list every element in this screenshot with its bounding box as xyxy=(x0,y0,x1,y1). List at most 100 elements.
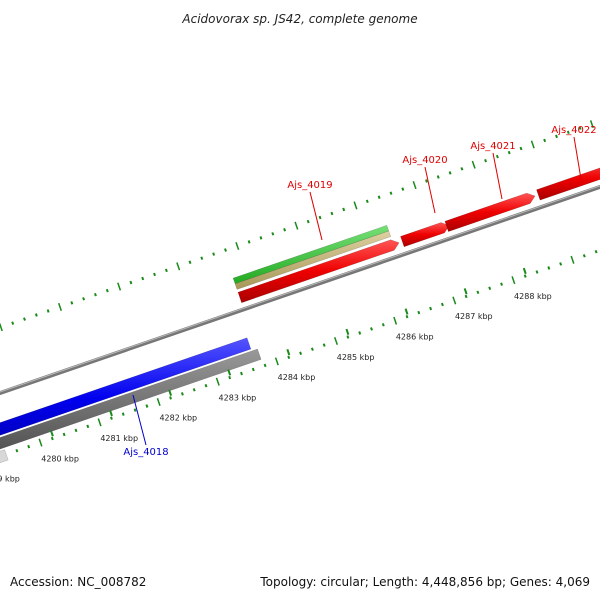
lower-tick xyxy=(333,337,339,346)
upper-tick xyxy=(176,262,181,271)
upper-tick xyxy=(11,321,15,325)
upper-tick xyxy=(389,191,393,195)
upper-tick xyxy=(330,211,334,216)
upper-tick xyxy=(70,301,74,305)
lower-tick xyxy=(559,262,563,266)
lower-tick xyxy=(346,335,350,339)
lower-tick xyxy=(417,310,421,315)
gene-ajs-4021 xyxy=(444,192,536,232)
gene-leader-line xyxy=(132,394,147,446)
lower-tick xyxy=(429,306,433,311)
gene-ajs-4019 xyxy=(237,239,400,304)
gene-leader-line xyxy=(573,136,583,186)
scale-label: 4287 kbp xyxy=(455,312,493,321)
scale-label: 4284 kbp xyxy=(278,373,316,382)
upper-tick xyxy=(578,126,582,130)
gene-leader-line xyxy=(424,166,436,214)
upper-tick xyxy=(495,154,499,159)
lower-tick xyxy=(511,276,516,285)
upper-tick xyxy=(530,140,535,149)
scale-tick xyxy=(286,349,291,356)
backbone-highlight xyxy=(0,185,600,393)
upper-tick xyxy=(82,297,86,301)
upper-tick xyxy=(543,138,547,143)
upper-tick xyxy=(507,150,511,155)
lower-tick xyxy=(204,383,208,388)
lower-tick xyxy=(488,286,492,291)
upper-tick xyxy=(34,313,38,317)
lower-tick xyxy=(38,438,43,447)
upper-tick xyxy=(436,175,440,179)
lower-tick xyxy=(192,388,196,392)
upper-tick xyxy=(57,302,63,311)
scale-label: 4286 kbp xyxy=(396,333,434,342)
lower-tick xyxy=(169,396,172,400)
lower-tick xyxy=(570,255,575,264)
upper-tick xyxy=(247,240,251,244)
lower-tick xyxy=(274,357,279,366)
upper-tick xyxy=(365,199,369,204)
map-title: Acidovorax sp. JS42, complete genome xyxy=(181,12,417,26)
scale-label: 4281 kbp xyxy=(100,434,138,443)
lower-tick xyxy=(86,424,90,429)
upper-tick xyxy=(117,282,122,291)
upper-tick xyxy=(283,227,287,232)
lower-tick xyxy=(358,331,362,335)
lower-tick xyxy=(310,347,314,351)
upper-tick xyxy=(0,323,3,332)
lower-tick xyxy=(393,316,398,325)
gene-label: Ajs_4019 xyxy=(287,180,332,191)
upper-tick xyxy=(589,120,594,129)
lower-tick xyxy=(440,302,444,307)
lower-tick xyxy=(240,371,243,376)
lower-tick xyxy=(62,432,66,437)
upper-tick xyxy=(306,219,310,224)
scale-label: 4288 kbp xyxy=(514,292,552,301)
scale-label: 4280 kbp xyxy=(41,454,79,463)
lower-tick xyxy=(133,408,137,412)
lower-tick xyxy=(251,367,255,372)
accession-label: Accession: NC_008782 xyxy=(10,575,146,589)
lower-tick xyxy=(27,444,31,449)
upper-tick xyxy=(519,146,523,151)
lower-tick xyxy=(452,296,457,305)
lower-tick xyxy=(582,254,586,258)
gene-leader-line xyxy=(492,152,503,200)
lower-tick xyxy=(381,323,385,327)
gray-feature xyxy=(0,348,262,450)
lower-tick xyxy=(322,343,326,347)
gene-ajs-4018 xyxy=(0,337,252,436)
upper-tick xyxy=(471,160,476,169)
gene-ajs-4020 xyxy=(400,222,450,248)
upper-tick xyxy=(294,221,299,230)
lower-tick xyxy=(145,404,149,408)
upper-tick xyxy=(425,179,428,183)
lower-tick xyxy=(228,375,232,380)
gene-label: Ajs_4022 xyxy=(551,125,596,136)
lower-tick xyxy=(110,416,113,420)
upper-tick xyxy=(153,272,156,277)
upper-tick xyxy=(235,241,240,251)
upper-tick xyxy=(566,130,570,135)
upper-tick xyxy=(188,260,192,265)
scale-tick xyxy=(227,369,232,376)
upper-tick xyxy=(129,280,133,285)
upper-tick xyxy=(484,158,487,163)
upper-tick xyxy=(412,181,417,190)
upper-tick xyxy=(259,236,263,240)
upper-tick xyxy=(342,207,346,212)
lower-tick xyxy=(464,294,468,299)
scale-label: 4282 kbp xyxy=(159,414,197,423)
scale-tick xyxy=(463,288,468,295)
light-gray-feature xyxy=(0,449,9,464)
lower-tick xyxy=(594,249,598,254)
lower-tick xyxy=(263,363,267,368)
scale-label: 4285 kbp xyxy=(337,353,375,362)
lower-tick xyxy=(50,436,54,441)
upper-tick xyxy=(271,232,275,236)
upper-tick xyxy=(448,171,452,175)
scale-tick xyxy=(168,389,173,396)
upper-tick xyxy=(353,201,358,210)
lower-tick xyxy=(287,355,291,360)
